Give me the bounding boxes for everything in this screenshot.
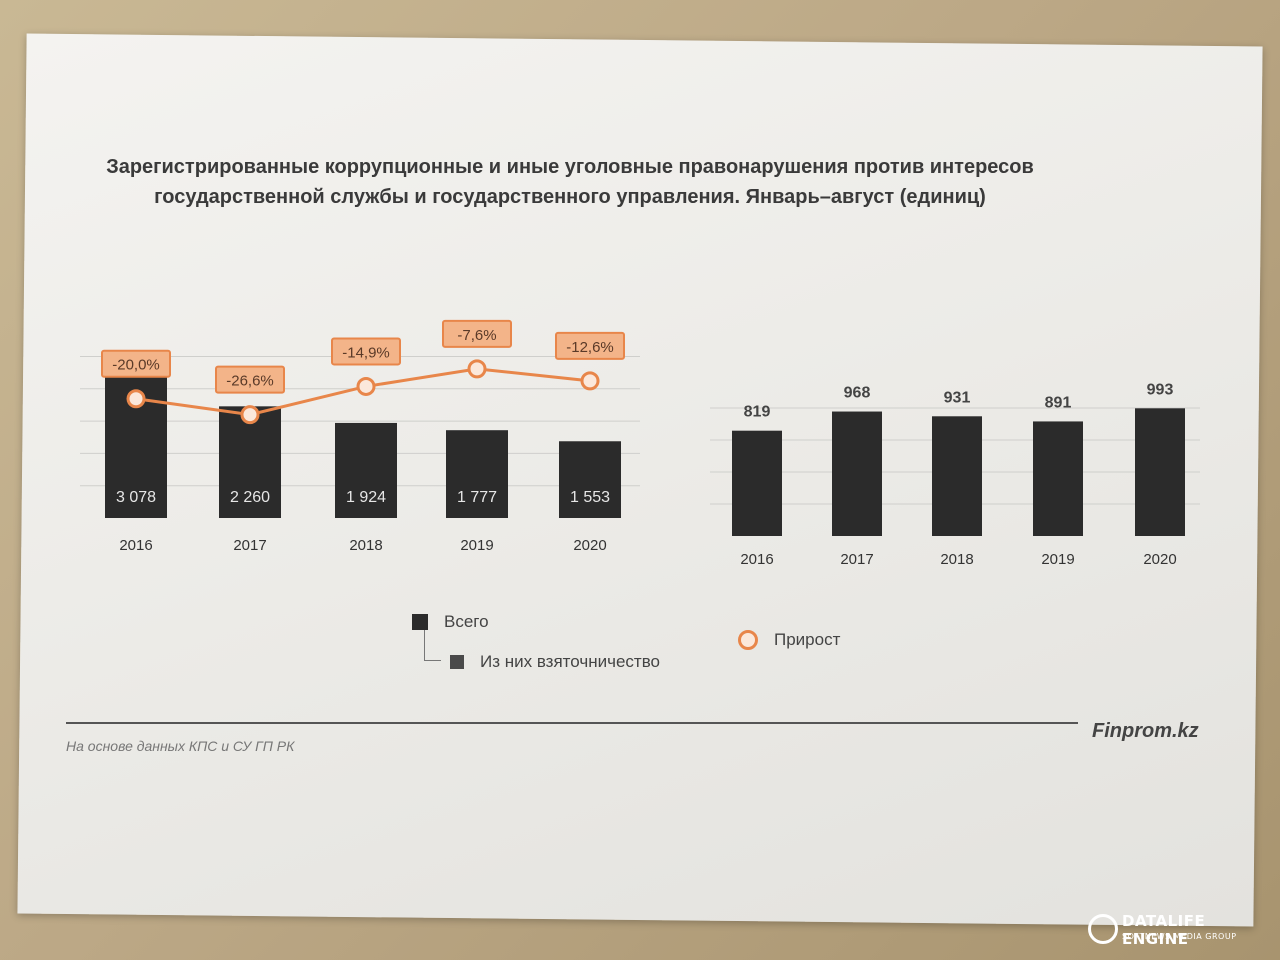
legend-marker-growth: [738, 630, 758, 650]
legend-bracket: [424, 630, 441, 661]
chart-title-line-2: государственной службы и государственног…: [154, 186, 986, 208]
right-bar-value-label: 891: [1045, 394, 1072, 411]
legend-item-bribery: Из них взяточничество: [450, 652, 660, 672]
left-bar-value-label: 1 924: [346, 489, 386, 506]
watermark-main: DATALIFE ENGINE: [1122, 912, 1206, 948]
right-x-tick-label: 2018: [940, 551, 973, 568]
right-x-tick-label: 2020: [1143, 551, 1176, 568]
footer-divider: [66, 722, 1078, 724]
right-bar-value-label: 931: [944, 389, 971, 406]
charts-canvas: 3 078 2016 2 260 2017 1 924 2018 1 777 2019 1 55…: [80, 319, 1200, 568]
growth-point: [356, 376, 376, 396]
chart-title-line-1: Зарегистрированные коррупционные и иные …: [106, 156, 1034, 178]
right-bar-value-label: 819: [744, 404, 771, 421]
left-bar: [219, 406, 281, 518]
source-note: На основе данных КПС и СУ ГП РК: [66, 738, 295, 754]
right-bar: [1033, 421, 1083, 536]
right-x-tick-label: 2016: [740, 551, 773, 568]
growth-label-box: [215, 365, 285, 394]
left-bar: [335, 422, 397, 518]
watermark-logo-icon: [1088, 914, 1118, 944]
left-x-tick-label: 2016: [119, 537, 152, 554]
watermark: DATALIFE ENGINE SOFTNEWS MEDIA GROUP: [1088, 912, 1268, 948]
left-bar: [446, 430, 508, 518]
left-x-tick-label: 2020: [573, 537, 606, 554]
left-bar-value-label: 3 078: [116, 489, 156, 506]
right-x-tick-label: 2019: [1041, 551, 1074, 568]
right-bar: [732, 430, 782, 536]
growth-point: [580, 371, 600, 391]
growth-point: [467, 359, 487, 379]
legend-label-growth: Прирост: [774, 630, 841, 649]
growth-point: [126, 389, 146, 409]
growth-label: -7,6%: [457, 327, 496, 344]
legend-label-total: Всего: [444, 612, 489, 631]
right-x-tick-label: 2017: [840, 551, 873, 568]
chart-title: Зарегистрированные коррупционные и иные …: [50, 152, 1090, 212]
growth-label: -26,6%: [226, 373, 274, 390]
left-bar-value-label: 2 260: [230, 489, 270, 506]
growth-point: [240, 405, 260, 425]
legend-item-growth: Прирост: [738, 630, 840, 650]
left-x-tick-label: 2017: [233, 537, 266, 554]
left-x-tick-label: 2018: [349, 537, 382, 554]
right-bar-value-label: 968: [844, 385, 871, 402]
left-bar: [559, 441, 621, 518]
right-bar: [1135, 408, 1185, 536]
watermark-sub: SOFTNEWS MEDIA GROUP: [1122, 932, 1237, 941]
growth-label: -12,6%: [566, 339, 614, 356]
growth-label-box: [331, 337, 401, 366]
right-bar: [832, 411, 882, 536]
left-bar-value-label: 1 553: [570, 489, 610, 506]
left-x-tick-label: 2019: [460, 537, 493, 554]
right-bar: [932, 416, 982, 536]
growth-label-box: [555, 331, 625, 360]
legend-swatch-bribery: [450, 655, 464, 669]
legend: Всего Из них взяточничество Прирост: [390, 608, 910, 688]
growth-label-box: [101, 349, 171, 378]
brand-label: Finprom.kz: [1092, 720, 1199, 742]
legend-label-bribery: Из них взяточничество: [480, 652, 660, 671]
growth-label-box: [442, 319, 512, 348]
legend-swatch-total: [412, 614, 428, 630]
left-bar-value-label: 1 777: [457, 489, 497, 506]
growth-label: -20,0%: [112, 357, 160, 374]
right-bar-value-label: 993: [1147, 381, 1174, 398]
growth-label: -14,9%: [342, 344, 390, 361]
legend-item-total: Всего: [412, 612, 489, 632]
